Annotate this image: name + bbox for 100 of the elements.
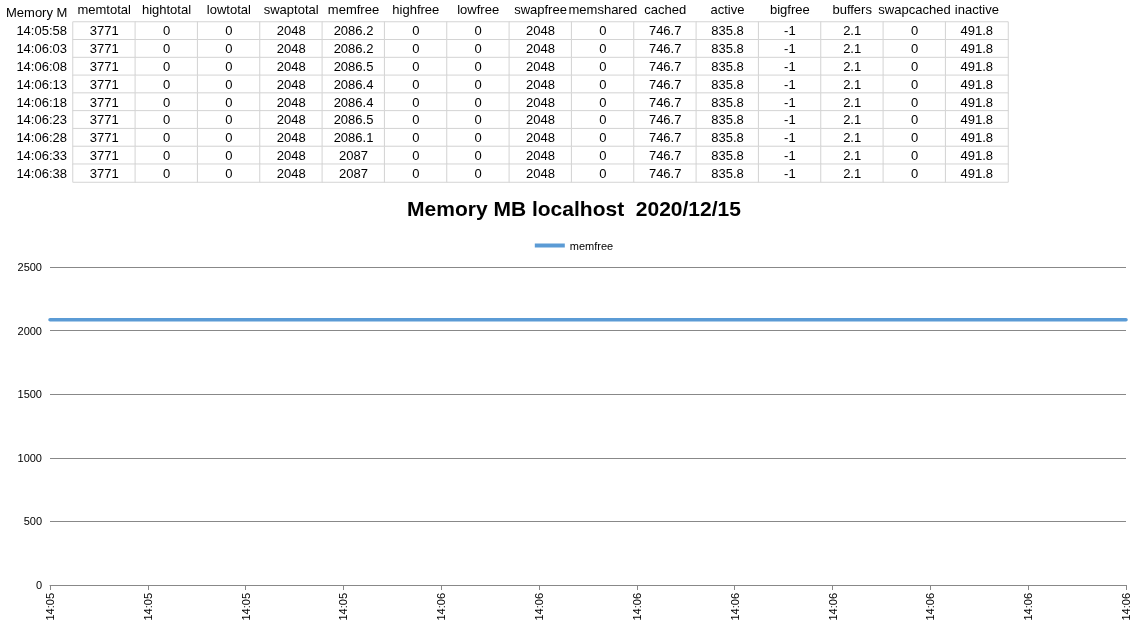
data-label: 0 [412,130,420,146]
data-label: 0 [599,23,607,39]
y-tick-label: 14:06:13 [16,76,67,92]
data-label: 0 [599,112,607,128]
data-label: 0 [225,147,233,163]
x-tick-label: memfree [327,2,380,17]
data-label: 0 [162,76,171,92]
data-label: 3771 [89,112,119,128]
data-label: 0 [162,112,171,128]
data-label: 3771 [89,94,119,110]
data-label: 491.8 [960,94,994,110]
y-tick-label: 2500 [17,261,42,273]
y-tick-label: 1500 [17,388,42,401]
data-label: 0 [412,76,420,92]
data-label: 0 [162,165,171,181]
data-label: 0 [162,94,171,110]
data-label: 746.7 [648,130,682,146]
data-label: 0 [162,41,171,57]
x-tick-label: 14:06 [435,593,448,621]
data-label: 0 [910,76,919,92]
x-tick-label: bigfree [769,2,810,17]
data-label: 2086.4 [333,76,374,92]
data-label: 835.8 [711,76,744,92]
x-tick-label: 14:06 [1120,593,1132,621]
data-label: 2048 [276,165,306,181]
data-label: 491.8 [960,112,994,128]
data-label: 2048 [276,112,306,128]
y-tick-label: 14:06:23 [16,112,67,128]
data-label: 0 [225,165,233,181]
data-label: 0 [474,130,482,146]
data-label: 0 [474,76,482,92]
data-label: 2087 [339,147,368,163]
data-label: 2.1 [843,23,862,39]
data-label: 2048 [276,94,306,110]
data-label: 0 [474,41,482,57]
data-label: 746.7 [648,76,682,92]
y-tick-label: 14:06:28 [16,130,67,146]
data-label: -1 [784,58,796,74]
data-label: 0 [412,112,420,128]
y-tick-label: 14:06:18 [16,94,67,110]
data-label: 0 [162,58,171,74]
data-label: 746.7 [648,165,682,181]
data-label: 2048 [276,130,306,146]
data-label: 3771 [89,23,119,39]
data-label: 2.1 [843,41,862,57]
x-tick-label: hightotal [141,2,192,17]
y-axis-title: Memory M [6,5,68,20]
x-tick-label: 14:06 [533,593,546,621]
y-tick-label: 14:05:58 [16,23,67,39]
data-label: 491.8 [960,147,994,163]
data-label: 0 [599,58,607,74]
data-label: 3771 [89,76,119,92]
x-tick-label: cached [644,2,687,17]
data-label: 746.7 [648,41,682,57]
data-label: 2086.2 [333,23,374,39]
data-label: 2048 [526,76,555,92]
data-label: 0 [910,23,919,39]
data-label: 2048 [276,41,306,57]
data-label: 0 [474,58,482,74]
data-label: 746.7 [648,58,682,74]
data-label: 835.8 [711,58,744,74]
data-label: 2.1 [843,130,862,146]
data-label: 0 [225,41,233,57]
data-label: 0 [162,147,171,163]
data-label: 746.7 [648,94,682,110]
data-label: 0 [599,76,607,92]
data-label: 0 [474,112,482,128]
data-label: 0 [225,112,233,128]
data-label: 746.7 [648,147,682,163]
x-tick-label: lowtotal [206,2,251,17]
data-label: 0 [910,130,919,146]
data-label: 2086.5 [333,112,374,128]
data-label: 0 [225,23,233,39]
data-label: 2.1 [843,165,862,181]
data-label: 0 [910,94,919,110]
data-label: 0 [225,58,233,74]
data-label: 0 [599,147,607,163]
data-label: -1 [784,147,796,163]
data-label: 2048 [526,165,555,181]
data-label: 3771 [89,130,119,146]
data-label: 0 [910,41,919,57]
data-label: -1 [784,41,796,57]
data-label: 0 [599,94,607,110]
data-label: 2048 [276,147,306,163]
data-label: 3771 [89,165,119,181]
data-label: 0 [162,130,171,146]
x-tick-label: buffers [832,2,873,17]
x-tick-label: inactive [954,2,999,17]
data-label: 2048 [526,112,555,128]
data-label: 0 [910,147,919,163]
data-label: 835.8 [711,41,744,57]
data-label: 0 [225,76,233,92]
data-label: 0 [474,94,482,110]
data-label: 746.7 [648,112,682,128]
x-tick-label: 14:06 [924,593,937,621]
y-tick-label: 14:06:08 [16,58,67,74]
data-label: 3771 [89,147,119,163]
data-label: 491.8 [960,130,994,146]
data-label: 2048 [526,147,555,163]
data-label: 2.1 [843,94,862,110]
